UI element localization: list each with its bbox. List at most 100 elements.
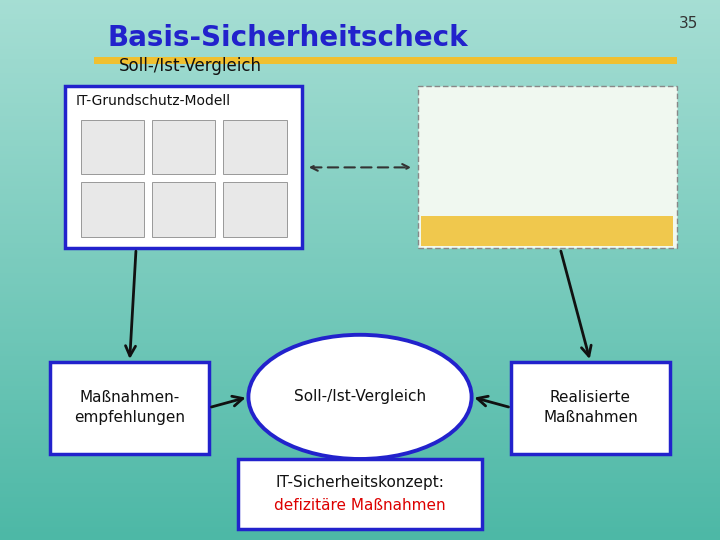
FancyBboxPatch shape: [81, 182, 144, 237]
Bar: [0, 327, 720, 329]
Bar: [0, 251, 720, 254]
Bar: [0, 205, 720, 208]
Bar: [0, 348, 720, 351]
Bar: [0, 286, 720, 289]
Bar: [0, 297, 720, 300]
Bar: [0, 497, 720, 500]
Bar: [0, 181, 720, 184]
Bar: [0, 122, 720, 124]
Bar: [0, 173, 720, 176]
Bar: [0, 92, 720, 94]
Bar: [0, 259, 720, 262]
Bar: [0, 143, 720, 146]
Bar: [0, 427, 720, 429]
Bar: [0, 437, 720, 440]
Bar: [0, 224, 720, 227]
Bar: [0, 19, 720, 22]
Bar: [0, 281, 720, 284]
Bar: [0, 216, 720, 219]
Bar: [0, 240, 720, 243]
Bar: [0, 46, 720, 49]
Bar: [0, 38, 720, 40]
Bar: [0, 8, 720, 11]
Bar: [0, 189, 720, 192]
Bar: [0, 14, 720, 16]
Bar: [0, 364, 720, 367]
Bar: [0, 51, 720, 54]
Bar: [0, 208, 720, 211]
Bar: [0, 421, 720, 424]
Bar: [0, 65, 720, 68]
Bar: [0, 448, 720, 451]
Bar: [0, 435, 720, 437]
Text: IT-Sicherheitskonzept:: IT-Sicherheitskonzept:: [276, 475, 444, 490]
Bar: [0, 397, 720, 400]
Bar: [0, 57, 720, 59]
Bar: [0, 370, 720, 373]
Bar: [0, 270, 720, 273]
Bar: [0, 235, 720, 238]
FancyBboxPatch shape: [152, 120, 215, 174]
Text: Soll-/Ist-Vergleich: Soll-/Ist-Vergleich: [294, 389, 426, 404]
Bar: [0, 43, 720, 46]
Bar: [0, 211, 720, 213]
Bar: [0, 429, 720, 432]
Bar: [0, 392, 720, 394]
Bar: [0, 289, 720, 292]
Bar: [0, 470, 720, 472]
Bar: [0, 132, 720, 135]
Bar: [0, 138, 720, 140]
Bar: [0, 275, 720, 278]
Bar: [0, 113, 720, 116]
Bar: [0, 354, 720, 356]
Bar: [0, 0, 720, 3]
Bar: [0, 305, 720, 308]
Bar: [0, 440, 720, 443]
Bar: [0, 32, 720, 35]
Bar: [0, 154, 720, 157]
Text: Soll-/Ist-Vergleich: Soll-/Ist-Vergleich: [119, 57, 262, 75]
Bar: [0, 124, 720, 127]
Bar: [0, 383, 720, 386]
Bar: [0, 510, 720, 513]
Bar: [0, 346, 720, 348]
Bar: [0, 319, 720, 321]
Bar: [0, 373, 720, 375]
Bar: [0, 200, 720, 202]
Bar: [0, 362, 720, 364]
Bar: [0, 119, 720, 122]
Bar: [0, 3, 720, 5]
Bar: [0, 76, 720, 78]
Bar: [0, 227, 720, 229]
Bar: [0, 332, 720, 335]
Bar: [0, 178, 720, 181]
Bar: [0, 459, 720, 462]
Bar: [0, 78, 720, 81]
Bar: [0, 378, 720, 381]
Bar: [0, 518, 720, 521]
Bar: [0, 521, 720, 524]
Bar: [0, 359, 720, 362]
Bar: [0, 400, 720, 402]
Bar: [0, 62, 720, 65]
Bar: [0, 186, 720, 189]
Bar: [0, 24, 720, 27]
FancyBboxPatch shape: [511, 362, 670, 454]
Bar: [0, 526, 720, 529]
Bar: [0, 284, 720, 286]
Bar: [0, 103, 720, 105]
Bar: [0, 394, 720, 397]
Bar: [0, 30, 720, 32]
Bar: [0, 146, 720, 148]
Bar: [0, 5, 720, 8]
Bar: [421, 216, 673, 246]
Bar: [0, 221, 720, 224]
Bar: [0, 16, 720, 19]
Bar: [0, 494, 720, 497]
Bar: [0, 405, 720, 408]
FancyBboxPatch shape: [50, 362, 209, 454]
Bar: [0, 486, 720, 489]
Bar: [0, 375, 720, 378]
Bar: [0, 165, 720, 167]
Bar: [0, 230, 720, 232]
